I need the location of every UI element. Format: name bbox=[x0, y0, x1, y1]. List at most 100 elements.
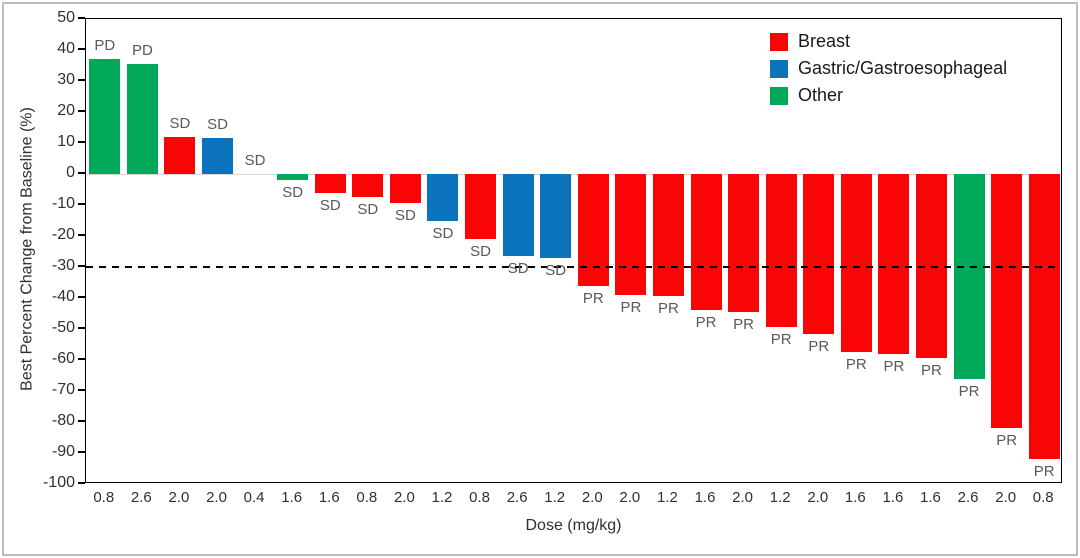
bar bbox=[878, 174, 910, 354]
x-tick-label: 2.0 bbox=[807, 489, 829, 506]
y-tick-label: 0 bbox=[66, 164, 75, 181]
legend-label-other: Other bbox=[798, 85, 844, 105]
y-tick-label: -90 bbox=[51, 443, 75, 460]
y-tick-label: -60 bbox=[51, 350, 75, 367]
response-label: SD bbox=[357, 201, 379, 219]
x-tick-label: 2.0 bbox=[581, 489, 603, 506]
y-tick-mark bbox=[78, 327, 85, 329]
y-tick-label: 50 bbox=[57, 9, 75, 26]
legend-label-gastric: Gastric/Gastroesophageal bbox=[798, 58, 1008, 78]
x-tick-label: 1.2 bbox=[431, 489, 453, 506]
response-label: PR bbox=[845, 356, 867, 374]
x-tick-label: 2.0 bbox=[168, 489, 190, 506]
response-label: PR bbox=[582, 289, 604, 307]
response-label: SD bbox=[207, 116, 228, 134]
legend-swatch-breast-icon bbox=[770, 32, 788, 51]
bar bbox=[690, 174, 722, 311]
y-tick-label: -40 bbox=[51, 288, 75, 305]
response-label: PR bbox=[733, 315, 755, 333]
plot-area: Breast Gastric/Gastroesophageal Other PD… bbox=[85, 18, 1062, 483]
y-tick-mark bbox=[78, 17, 85, 19]
bar bbox=[502, 174, 534, 257]
x-tick-label: 0.8 bbox=[469, 489, 490, 506]
response-label: SD bbox=[432, 224, 454, 242]
legend: Breast Gastric/Gastroesophageal Other bbox=[770, 32, 1007, 113]
bar bbox=[953, 174, 985, 379]
bar bbox=[765, 174, 797, 328]
y-tick-mark bbox=[78, 265, 85, 267]
y-tick-label: -70 bbox=[51, 381, 75, 398]
response-label: PR bbox=[883, 357, 905, 375]
response-label: SD bbox=[507, 260, 529, 278]
y-tick-label: 30 bbox=[57, 71, 75, 88]
legend-label-breast: Breast bbox=[798, 31, 851, 51]
y-tick-label: -100 bbox=[42, 474, 75, 491]
response-label: SD bbox=[394, 207, 416, 225]
y-tick-label: -30 bbox=[51, 257, 75, 274]
y-tick-mark bbox=[78, 358, 85, 360]
y-tick-mark bbox=[78, 389, 85, 391]
y-tick-label: -20 bbox=[51, 226, 75, 243]
bar bbox=[803, 174, 835, 334]
reference-line-minus-30 bbox=[86, 266, 1061, 268]
x-tick-label: 0.8 bbox=[356, 489, 378, 506]
bar bbox=[465, 174, 497, 240]
x-tick-label: 1.6 bbox=[844, 489, 866, 506]
x-tick-label: 1.2 bbox=[544, 489, 566, 506]
x-tick-label: 1.6 bbox=[694, 489, 716, 506]
y-tick-label: -10 bbox=[51, 195, 75, 212]
bar bbox=[202, 138, 234, 174]
response-label: PD bbox=[94, 37, 116, 55]
response-label: SD bbox=[169, 114, 191, 132]
bar bbox=[164, 136, 196, 174]
x-tick-label: 2.0 bbox=[732, 489, 754, 506]
x-tick-label: 2.6 bbox=[506, 489, 528, 506]
response-label: SD bbox=[470, 243, 491, 261]
bar bbox=[389, 174, 421, 204]
y-tick-mark bbox=[78, 482, 85, 484]
x-tick-label: 0.8 bbox=[1032, 489, 1054, 506]
response-label: PR bbox=[770, 331, 792, 349]
bar bbox=[615, 174, 647, 295]
y-tick-mark bbox=[78, 234, 85, 236]
bar bbox=[314, 174, 346, 193]
y-tick-label: 40 bbox=[57, 40, 75, 57]
y-tick-mark bbox=[78, 451, 85, 453]
bar bbox=[1028, 174, 1060, 460]
y-tick-label: 20 bbox=[57, 102, 75, 119]
bar bbox=[540, 174, 572, 258]
x-tick-label: 2.0 bbox=[206, 489, 227, 506]
response-label: PR bbox=[1033, 463, 1055, 481]
y-tick-label: 10 bbox=[57, 133, 75, 150]
response-label: SD bbox=[545, 261, 567, 279]
bar bbox=[577, 174, 609, 286]
x-axis-title: Dose (mg/kg) bbox=[525, 517, 622, 534]
response-label: SD bbox=[282, 184, 304, 202]
x-tick-label: 1.6 bbox=[920, 489, 941, 506]
response-label: SD bbox=[319, 196, 341, 214]
y-tick-label: -50 bbox=[51, 319, 75, 336]
response-label: PR bbox=[958, 382, 980, 400]
legend-item-breast: Breast bbox=[770, 32, 1007, 51]
x-tick-label: 0.8 bbox=[93, 489, 115, 506]
y-tick-mark bbox=[78, 203, 85, 205]
y-tick-mark bbox=[78, 79, 85, 81]
x-tick-label: 1.6 bbox=[882, 489, 904, 506]
x-tick-label: 2.6 bbox=[130, 489, 152, 506]
bar bbox=[352, 174, 384, 198]
y-tick-label: -80 bbox=[51, 412, 75, 429]
response-label: PR bbox=[921, 362, 942, 380]
y-tick-mark bbox=[78, 296, 85, 298]
bar bbox=[126, 63, 158, 174]
y-tick-mark bbox=[78, 110, 85, 112]
response-label: PR bbox=[808, 337, 830, 355]
bar bbox=[427, 174, 459, 221]
response-label: PR bbox=[695, 314, 717, 332]
legend-swatch-gastric-icon bbox=[770, 59, 788, 78]
bar bbox=[840, 174, 872, 353]
x-tick-label: 1.2 bbox=[769, 489, 791, 506]
bar bbox=[277, 174, 309, 181]
bar bbox=[652, 174, 684, 297]
y-tick-mark bbox=[78, 141, 85, 143]
